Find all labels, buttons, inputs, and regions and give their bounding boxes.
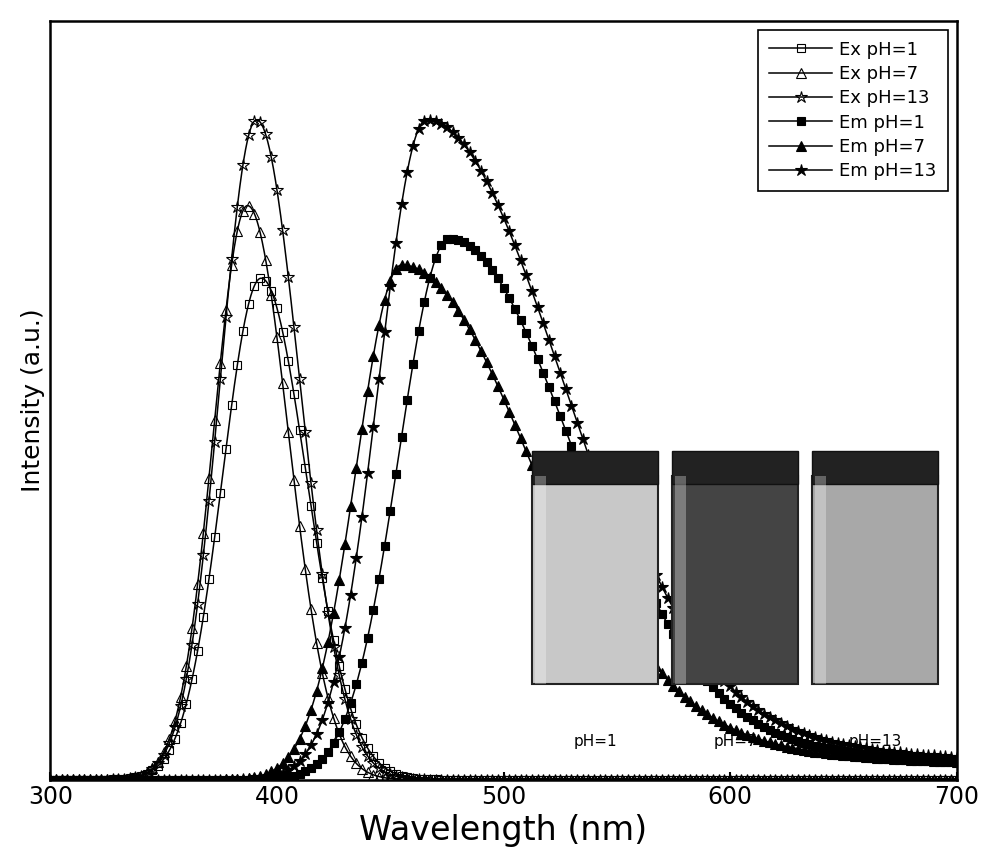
X-axis label: Wavelength (nm): Wavelength (nm) — [359, 814, 648, 847]
Bar — [672, 476, 798, 684]
Y-axis label: Intensity (a.u.): Intensity (a.u.) — [21, 308, 45, 492]
Bar — [532, 450, 658, 484]
Text: pH=1: pH=1 — [573, 734, 617, 749]
Text: pH=7: pH=7 — [713, 734, 757, 749]
Bar — [815, 476, 826, 684]
Legend: Ex pH=1, Ex pH=7, Ex pH=13, Em pH=1, Em pH=7, Em pH=13: Ex pH=1, Ex pH=7, Ex pH=13, Em pH=1, Em … — [758, 30, 948, 191]
Text: pH=13: pH=13 — [848, 734, 902, 749]
Bar — [812, 450, 938, 484]
Bar — [535, 476, 546, 684]
Bar — [532, 476, 658, 684]
Bar — [672, 450, 798, 484]
Bar — [812, 476, 938, 684]
Bar — [675, 476, 686, 684]
